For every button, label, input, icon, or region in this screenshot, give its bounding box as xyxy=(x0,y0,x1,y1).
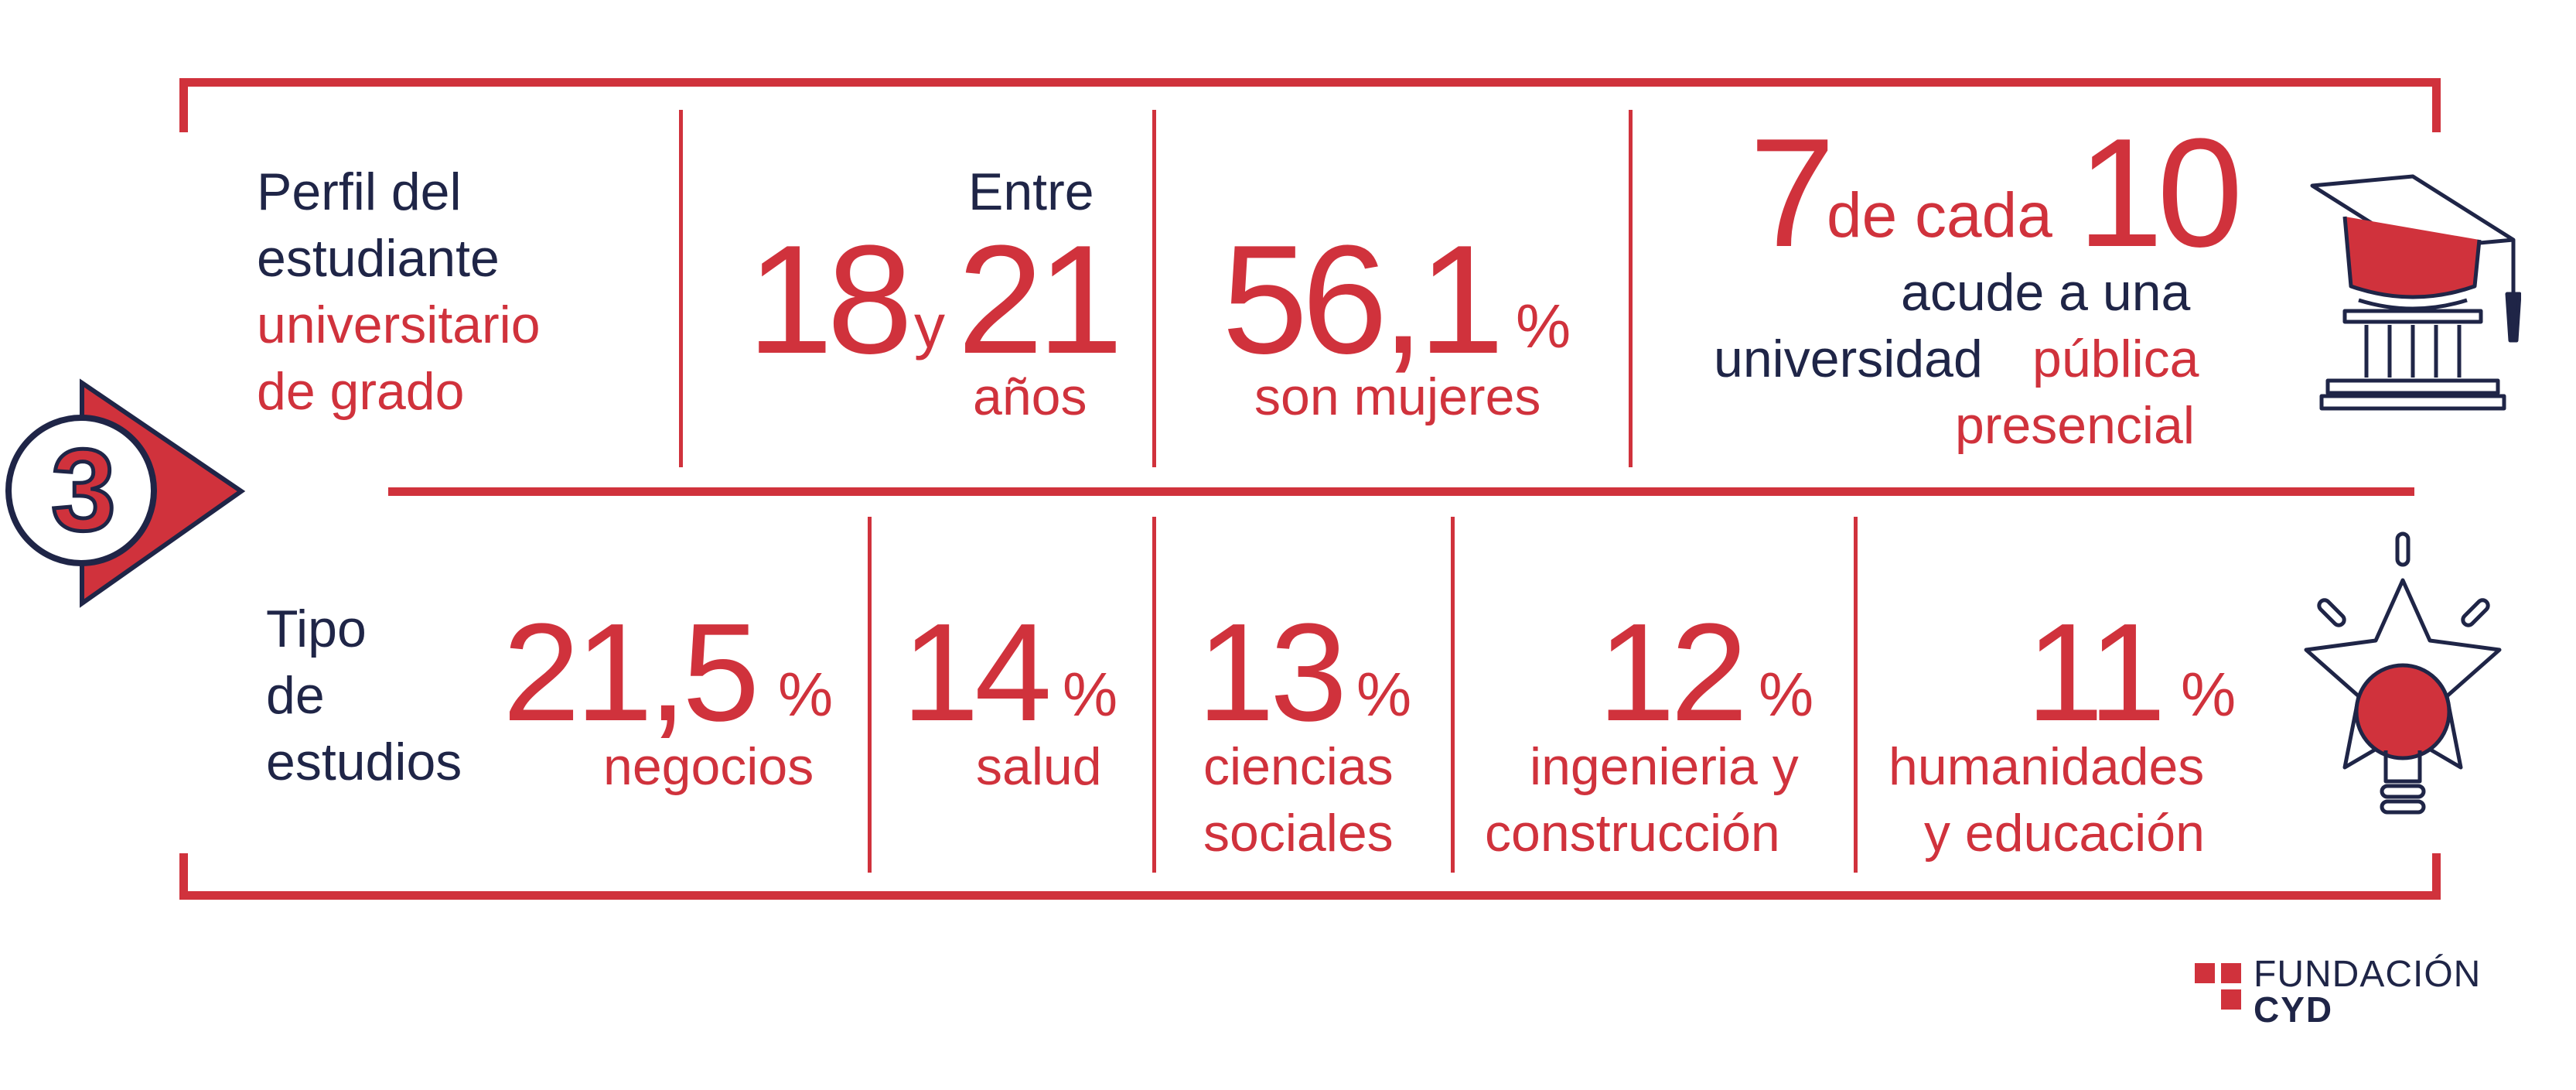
estudio-pct: % xyxy=(2181,660,2237,729)
publica-n1: 7 xyxy=(1749,107,1835,279)
perfil-title-line2: estudiante xyxy=(257,229,500,288)
estudio-value: 12 xyxy=(1598,595,1748,750)
divider xyxy=(1629,110,1633,467)
star-lightbulb-icon xyxy=(2304,531,2502,815)
edad-y: y xyxy=(914,292,945,360)
frame-bottom-left-tick xyxy=(179,853,188,900)
estudio-value: 14 xyxy=(902,595,1052,750)
perfil-title-line4: de grado xyxy=(257,362,465,421)
estudio-label: salud xyxy=(976,737,1102,796)
frame-bottom-line xyxy=(179,891,2441,900)
estudio-pct: % xyxy=(1063,660,1118,729)
divider xyxy=(1152,110,1156,467)
tipo-line2: de xyxy=(266,666,325,725)
frame-top-left-tick xyxy=(179,78,188,132)
logo-line1: FUNDACIÓN xyxy=(2254,954,2482,995)
tipo-line1: Tipo xyxy=(266,600,367,658)
estudio-value: 21,5 xyxy=(503,595,759,750)
estudio-label: humanidades xyxy=(1888,737,2205,796)
perfil-title-line3: universitario xyxy=(257,296,541,354)
mujeres-value: 56,1 xyxy=(1222,214,1504,386)
estudio-label-2: sociales xyxy=(1203,804,1394,863)
publica-line2b: pública xyxy=(2032,330,2199,388)
frame-top-right-tick xyxy=(2432,78,2441,132)
estudio-label: ciencias xyxy=(1203,737,1394,796)
publica-line3: presencial xyxy=(1955,396,2195,455)
tipo-line3: estudios xyxy=(266,733,462,791)
graduation-building-icon xyxy=(2310,174,2521,411)
edad-unit: años xyxy=(973,367,1087,426)
estudio-pct: % xyxy=(778,660,834,729)
divider xyxy=(1451,517,1455,873)
logo-line2: CYD xyxy=(2254,989,2334,1030)
publica-line1: acude a una xyxy=(1901,263,2191,322)
estudio-value: 11 xyxy=(2026,595,2166,750)
section-number-badge: 3 xyxy=(5,378,246,608)
publica-line2a: universidad xyxy=(1714,330,1983,388)
edad-max-value: 21 xyxy=(957,214,1123,386)
section-number-text: 3 xyxy=(51,425,115,555)
divider xyxy=(868,517,872,873)
estudio-pct: % xyxy=(1759,660,1814,729)
edad-entre: Entre xyxy=(968,162,1094,221)
publica-de-cada: de cada xyxy=(1827,180,2052,251)
frame-bottom-right-tick xyxy=(2432,853,2441,900)
estudio-label-2: y educación xyxy=(1924,804,2205,863)
perfil-title-line1: Perfil del xyxy=(257,162,462,221)
estudio-label: ingenieria y xyxy=(1530,737,1799,796)
frame-top-line xyxy=(179,78,2441,87)
frame-middle-line xyxy=(388,487,2414,496)
fundacion-cyd-logo-mark xyxy=(2195,963,2241,1010)
divider xyxy=(1854,517,1858,873)
estudio-label-2: construcción xyxy=(1485,804,1780,863)
mujeres-label: son mujeres xyxy=(1254,367,1541,426)
publica-n2: 10 xyxy=(2077,107,2243,279)
divider xyxy=(679,110,683,467)
divider xyxy=(1152,517,1156,873)
estudio-pct: % xyxy=(1356,660,1412,729)
edad-min-value: 18 xyxy=(747,214,913,386)
mujeres-pct: % xyxy=(1516,292,1571,360)
estudio-label: negocios xyxy=(603,737,814,796)
estudio-value: 13 xyxy=(1197,595,1347,750)
